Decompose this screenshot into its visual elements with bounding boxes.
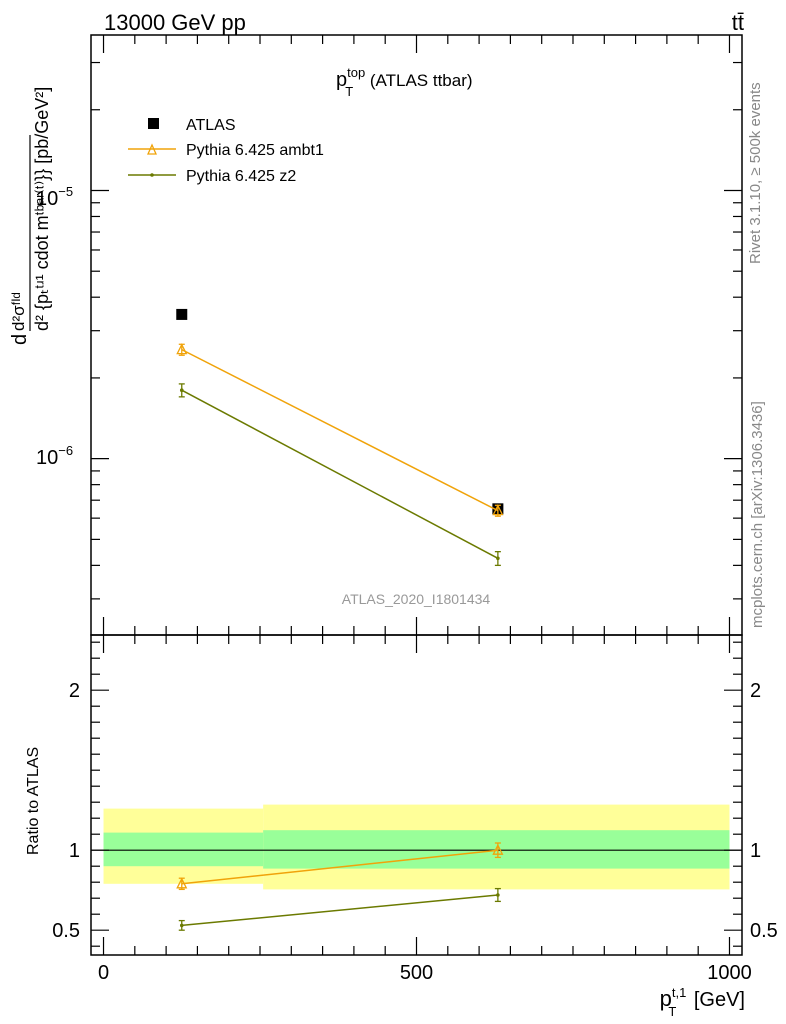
ratio-panel-frame (90, 634, 743, 956)
xtick-label: 0 (98, 962, 109, 984)
header-energy-label: 13000 GeV pp (104, 10, 246, 35)
point-pythia-6-425-ambt1 (492, 504, 504, 516)
mcplots-source-label: mcplots.cern.ch [arXiv:1306.3436] (749, 401, 766, 628)
ratio-ytick-label-right: 2 (750, 680, 761, 702)
ratio-line-pythia-6-425-ambt1 (181, 849, 498, 885)
header-process-label: tt̄ (732, 10, 744, 35)
legend-marker-ambt1 (146, 143, 158, 155)
ratio-line-pythia-6-425-z2 (181, 894, 498, 927)
ratio-panel: 0.5 0.5 1 1 2 2 0 500 1000 Ratio to ATLAS pt,1 T … (25, 634, 778, 1019)
legend-label-atlas: ATLAS (186, 117, 236, 134)
ratio-point-pythia-6-425-z2 (496, 893, 500, 897)
rivet-version-label: Rivet 3.1.10, ≥ 500k events (747, 82, 764, 264)
legend-label-z2: Pythia 6.425 z2 (186, 168, 296, 185)
ratio-uncertainty-bands (103, 804, 730, 890)
main-panel: ptop T (ATLAS ttbar) 10−5 10−6 d d²σᶠᴵᵈ d… (9, 34, 743, 636)
ratio-point-pythia-6-425-ambt1 (492, 843, 504, 855)
ratio-ytick-label-right: 0.5 (750, 920, 778, 942)
legend-marker-atlas (148, 118, 159, 129)
ylabel-numerator: d²σᶠᴵᵈ (9, 292, 28, 331)
ratio-ytick-label-left: 0.5 (52, 920, 80, 942)
ratio-ytick-label-right: 1 (750, 840, 761, 862)
main-title: ptop T (ATLAS ttbar) (336, 65, 473, 99)
ratio-data-marks (91, 842, 742, 931)
ylabel-d: d (9, 334, 31, 345)
legend-marker-z2 (150, 173, 154, 177)
ratio-point-pythia-6-425-ambt1 (176, 877, 188, 889)
point-pythia-6-425-z2 (179, 388, 184, 392)
legend-label-ambt1: Pythia 6.425 ambt1 (186, 142, 324, 159)
xlabel: pt,1 T [GeV] (660, 985, 745, 1019)
ytick-label-1e-6: 10−6 (36, 443, 73, 469)
ratio-point-pythia-6-425-z2 (179, 923, 184, 928)
point-pythia-6-425-z2 (496, 556, 500, 561)
main-data-marks (176, 308, 504, 567)
ytick-label-1e-5: 10−5 (36, 184, 73, 210)
main-axis-ticks (91, 35, 742, 635)
band-inner-0 (103, 832, 264, 867)
ratio-ytick-label-left: 2 (69, 680, 80, 702)
ratio-ytick-label-left: 1 (69, 840, 80, 862)
point-pythia-6-425-ambt1 (176, 343, 188, 355)
xtick-label: 500 (400, 962, 433, 984)
point-atlas (176, 308, 188, 320)
ratio-ylabel: Ratio to ATLAS (25, 747, 42, 855)
legend: ATLAS Pythia 6.425 ambt1 Pythia 6.425 z2 (128, 117, 324, 185)
series-line-pythia-6-425-ambt1 (181, 348, 499, 512)
main-ylabel: d d²σᶠᴵᵈ d² {pₜᵗʴ¹ cdot mᵗᵇᵃʳ⁽ᵗ⁾}} [pb/G… (9, 87, 52, 345)
series-line-pythia-6-425-z2 (181, 389, 499, 559)
xtick-label: 1000 (707, 962, 752, 984)
ratio-axis-ticks: 0.5 0.5 1 1 2 2 0 500 1000 (52, 635, 778, 984)
ylabel-denominator: d² {pₜᵗʴ¹ cdot mᵗᵇᵃʳ⁽ᵗ⁾}} [pb/GeV²] (32, 87, 52, 331)
analysis-id-label: ATLAS_2020_I1801434 (342, 591, 491, 607)
